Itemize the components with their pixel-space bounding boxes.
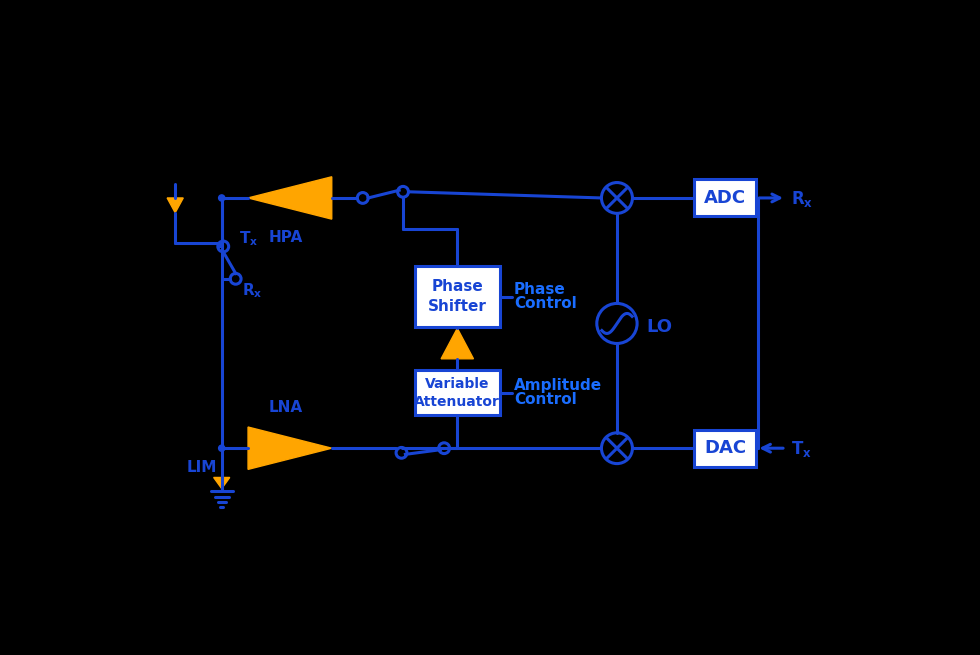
- Circle shape: [602, 183, 632, 214]
- Text: Control: Control: [514, 296, 576, 311]
- Text: $\mathbf{R_x}$: $\mathbf{R_x}$: [791, 189, 812, 209]
- FancyBboxPatch shape: [415, 371, 500, 415]
- Circle shape: [396, 447, 407, 458]
- Circle shape: [398, 187, 409, 197]
- Text: Control: Control: [514, 392, 576, 407]
- Circle shape: [439, 443, 450, 454]
- Text: LIM: LIM: [186, 460, 217, 475]
- FancyBboxPatch shape: [695, 179, 757, 216]
- Circle shape: [219, 445, 224, 451]
- Text: $\mathbf{R_x}$: $\mathbf{R_x}$: [242, 282, 263, 301]
- Polygon shape: [248, 177, 332, 219]
- Text: Phase: Phase: [514, 282, 565, 297]
- Text: LO: LO: [647, 318, 672, 335]
- Polygon shape: [168, 198, 183, 213]
- Polygon shape: [248, 427, 332, 470]
- Text: ADC: ADC: [705, 189, 747, 207]
- Circle shape: [218, 241, 228, 252]
- Polygon shape: [214, 477, 229, 489]
- Text: Variable
Attenuator: Variable Attenuator: [415, 377, 500, 409]
- Circle shape: [597, 303, 637, 343]
- Text: Phase
Shifter: Phase Shifter: [428, 279, 487, 314]
- FancyBboxPatch shape: [415, 267, 500, 327]
- Circle shape: [602, 433, 632, 464]
- Text: HPA: HPA: [269, 229, 303, 244]
- Text: $\mathbf{T_x}$: $\mathbf{T_x}$: [791, 439, 811, 459]
- Polygon shape: [441, 328, 473, 359]
- Circle shape: [358, 193, 368, 203]
- Text: Amplitude: Amplitude: [514, 379, 602, 394]
- Circle shape: [230, 273, 241, 284]
- Text: $\mathbf{T_x}$: $\mathbf{T_x}$: [239, 229, 258, 248]
- Text: LNA: LNA: [269, 400, 303, 415]
- FancyBboxPatch shape: [695, 430, 757, 466]
- Text: DAC: DAC: [705, 440, 747, 457]
- Circle shape: [219, 195, 224, 201]
